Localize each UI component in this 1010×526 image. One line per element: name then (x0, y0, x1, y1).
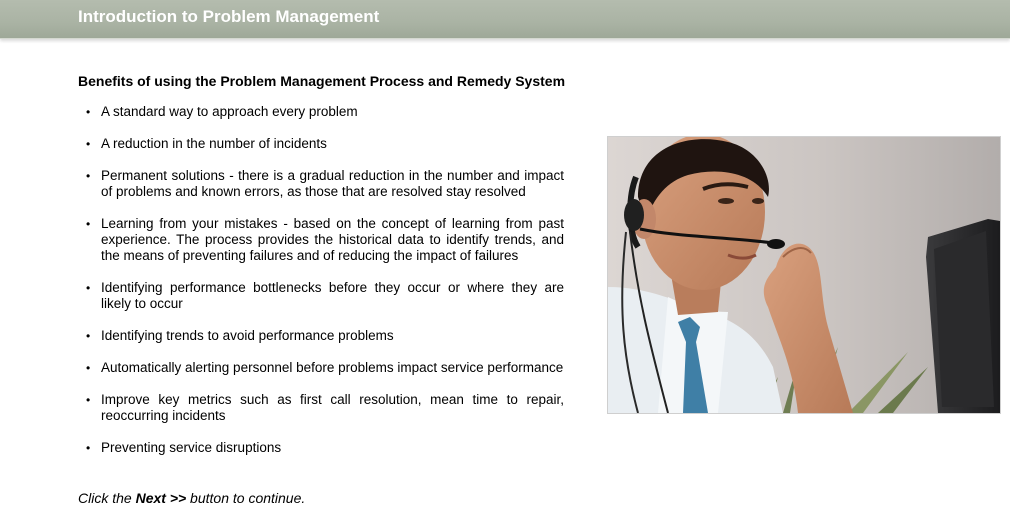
support-agent-headset-icon (608, 137, 1000, 413)
bullet-icon: • (86, 329, 91, 343)
list-item-text: A standard way to approach every problem (101, 104, 358, 119)
bullet-icon: • (86, 281, 91, 295)
bullet-icon: • (86, 361, 91, 375)
list-item-text: Preventing service disruptions (101, 440, 282, 455)
benefits-list: • A standard way to approach every proble… (86, 104, 564, 472)
list-item-text: Automatically alerting personnel before … (101, 360, 564, 375)
list-item: • A standard way to approach every proble… (86, 104, 564, 120)
list-item: • Permanent solutions - there is a gradua… (86, 168, 564, 200)
list-item: • Automatically alerting personnel before… (86, 360, 564, 376)
list-item-text: Improve key metrics such as first call r… (101, 392, 564, 423)
list-item: • A reduction in the number of incidents (86, 136, 564, 152)
benefits-heading: Benefits of using the Problem Management… (78, 73, 566, 89)
instruction-suffix: button to continue. (186, 490, 306, 506)
list-item-text: Permanent solutions - there is a gradual… (101, 168, 564, 199)
bullet-icon: • (86, 393, 91, 407)
header-bar: Introduction to Problem Management (0, 0, 1010, 39)
support-agent-photo (607, 136, 1001, 414)
list-item-text: Learning from your mistakes - based on t… (101, 216, 564, 263)
list-item-text: Identifying performance bottlenecks befo… (101, 280, 564, 311)
list-item: • Preventing service disruptions (86, 440, 564, 456)
list-item: • Identifying performance bottlenecks bef… (86, 280, 564, 312)
page-title: Introduction to Problem Management (78, 7, 380, 26)
bullet-icon: • (86, 169, 91, 183)
bullet-icon: • (86, 217, 91, 231)
list-item-text: Identifying trends to avoid performance … (101, 328, 394, 343)
list-item: • Improve key metrics such as first call … (86, 392, 564, 424)
bullet-icon: • (86, 441, 91, 455)
instruction-prefix: Click the (78, 490, 136, 506)
bullet-icon: • (86, 105, 91, 119)
next-button-reference: Next >> (135, 490, 187, 506)
continue-instruction: Click the Next >> button to continue. (78, 490, 305, 506)
list-item-text: A reduction in the number of incidents (101, 136, 327, 151)
list-item: • Identifying trends to avoid performance… (86, 328, 564, 344)
bullet-icon: • (86, 137, 91, 151)
list-item: • Learning from your mistakes - based on … (86, 216, 564, 264)
